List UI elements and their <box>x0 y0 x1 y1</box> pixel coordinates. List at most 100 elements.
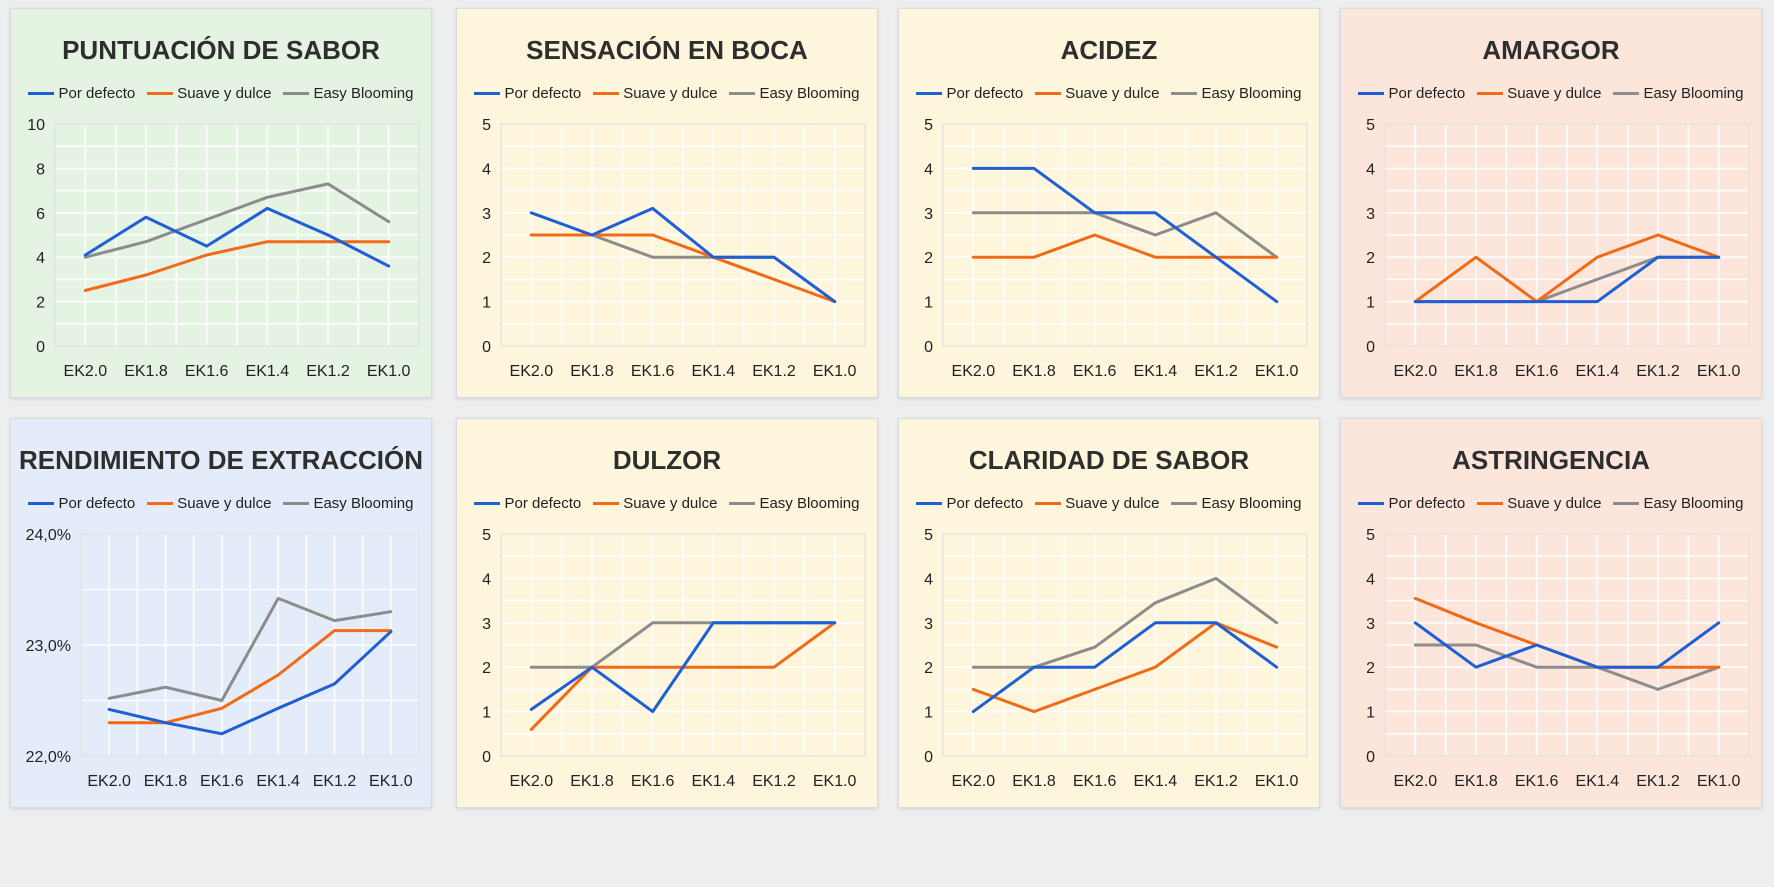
data-point <box>276 673 280 677</box>
data-point <box>530 728 533 731</box>
y-tick-label: 2 <box>1366 660 1375 677</box>
chart-title: PUNTUACIÓN DE SABOR <box>62 35 380 65</box>
legend-item: Easy Blooming <box>1171 85 1302 102</box>
y-tick-label: 3 <box>924 616 933 633</box>
legend-item: Por defecto <box>28 495 135 512</box>
gridlines <box>1384 123 1750 347</box>
data-point <box>1474 643 1478 647</box>
x-tick-label: EK1.2 <box>752 773 796 790</box>
data-point <box>387 264 390 268</box>
data-point <box>164 685 167 689</box>
legend-item: Suave y dulce <box>593 85 717 102</box>
data-point <box>1275 666 1278 669</box>
legend-item: Por defecto <box>1358 85 1465 102</box>
data-point <box>1093 233 1096 237</box>
plot-area <box>1384 533 1750 757</box>
legend-swatch <box>147 502 174 505</box>
y-tick-label: 0 <box>924 749 933 766</box>
data-point <box>1214 577 1218 580</box>
data-point <box>651 233 654 237</box>
data-point <box>651 256 654 259</box>
legend-swatch <box>1171 92 1198 95</box>
data-point <box>1414 643 1417 647</box>
x-tick-label: EK1.2 <box>306 363 350 380</box>
legend-swatch <box>28 502 55 505</box>
y-tick-label: 2 <box>482 660 491 677</box>
legend-label: Suave y dulce <box>1065 495 1160 512</box>
chart-legend: Por defecto Suave y dulce Easy Blooming <box>457 495 877 512</box>
x-tick-label: EK2.0 <box>510 773 554 790</box>
data-point <box>205 244 208 248</box>
data-point <box>220 707 224 710</box>
data-point <box>772 621 776 624</box>
y-tick-label: 5 <box>924 117 933 134</box>
data-point <box>772 278 776 281</box>
data-point <box>1032 666 1036 669</box>
data-point <box>276 597 280 600</box>
x-tick-label: EK1.6 <box>1515 773 1559 790</box>
legend-item: Por defecto <box>474 85 581 102</box>
data-point <box>84 256 87 259</box>
y-tick-label: 23,0% <box>26 638 71 655</box>
data-point <box>1032 256 1036 259</box>
x-tick-label: EK1.0 <box>367 363 411 380</box>
series-line <box>971 166 1279 304</box>
x-tick-label: EK1.2 <box>313 773 357 790</box>
chart-panel: PUNTUACIÓN DE SABOR Por defecto Suave y du… <box>10 8 432 398</box>
legend-label: Easy Blooming <box>759 85 860 102</box>
legend-item: Suave y dulce <box>1477 495 1601 512</box>
x-tick-label: EK1.8 <box>1454 773 1498 790</box>
x-tick-label: EK1.6 <box>631 363 675 380</box>
x-tick-label: EK1.8 <box>1012 363 1056 380</box>
legend-swatch <box>593 502 620 505</box>
data-point <box>205 218 208 221</box>
data-point <box>530 211 533 214</box>
y-tick-label: 8 <box>36 161 45 178</box>
x-tick-label: EK1.0 <box>1697 773 1741 790</box>
data-point <box>389 630 393 633</box>
legend-swatch <box>1613 92 1640 95</box>
data-point <box>1596 278 1599 281</box>
legend-swatch <box>593 92 620 95</box>
legend-item: Suave y dulce <box>147 495 271 512</box>
y-tick-label: 2 <box>482 250 491 267</box>
data-point <box>1717 256 1720 259</box>
y-tick-label: 4 <box>1366 571 1375 588</box>
x-tick-label: EK1.4 <box>692 363 736 380</box>
legend-item: Easy Blooming <box>1613 495 1744 512</box>
data-point <box>1214 211 1218 214</box>
series-line <box>107 629 393 725</box>
data-point <box>107 697 111 700</box>
legend-item: Easy Blooming <box>283 495 414 512</box>
y-tick-label: 2 <box>1366 250 1375 267</box>
series-line <box>971 233 1279 259</box>
data-point <box>1535 643 1538 647</box>
data-point <box>1717 666 1720 669</box>
x-tick-label: EK1.0 <box>813 773 857 790</box>
x-tick-label: EK2.0 <box>952 773 996 790</box>
legend-label: Easy Blooming <box>1201 85 1302 102</box>
y-tick-label: 2 <box>36 295 45 312</box>
data-point <box>1032 167 1036 170</box>
x-tick-label: EK1.0 <box>1255 773 1299 790</box>
data-point <box>712 666 715 669</box>
legend-swatch <box>283 502 310 505</box>
series-line <box>83 206 391 268</box>
legend-label: Por defecto <box>946 85 1024 102</box>
x-tick-label: EK1.8 <box>1012 773 1056 790</box>
legend-item: Por defecto <box>916 495 1023 512</box>
data-point <box>1656 688 1660 691</box>
data-point <box>1474 666 1478 669</box>
x-tick-label: EK1.6 <box>631 773 675 790</box>
data-point <box>1596 256 1599 259</box>
data-point <box>651 666 654 669</box>
legend-label: Por defecto <box>1388 85 1466 102</box>
chart-title: SENSACIÓN EN BOCA <box>526 35 808 65</box>
data-point <box>266 240 269 243</box>
legend-swatch <box>916 92 943 95</box>
data-point <box>590 233 594 237</box>
data-point <box>205 253 208 257</box>
y-tick-label: 1 <box>1366 705 1375 722</box>
y-tick-label: 4 <box>924 571 933 588</box>
data-point <box>1154 621 1157 624</box>
